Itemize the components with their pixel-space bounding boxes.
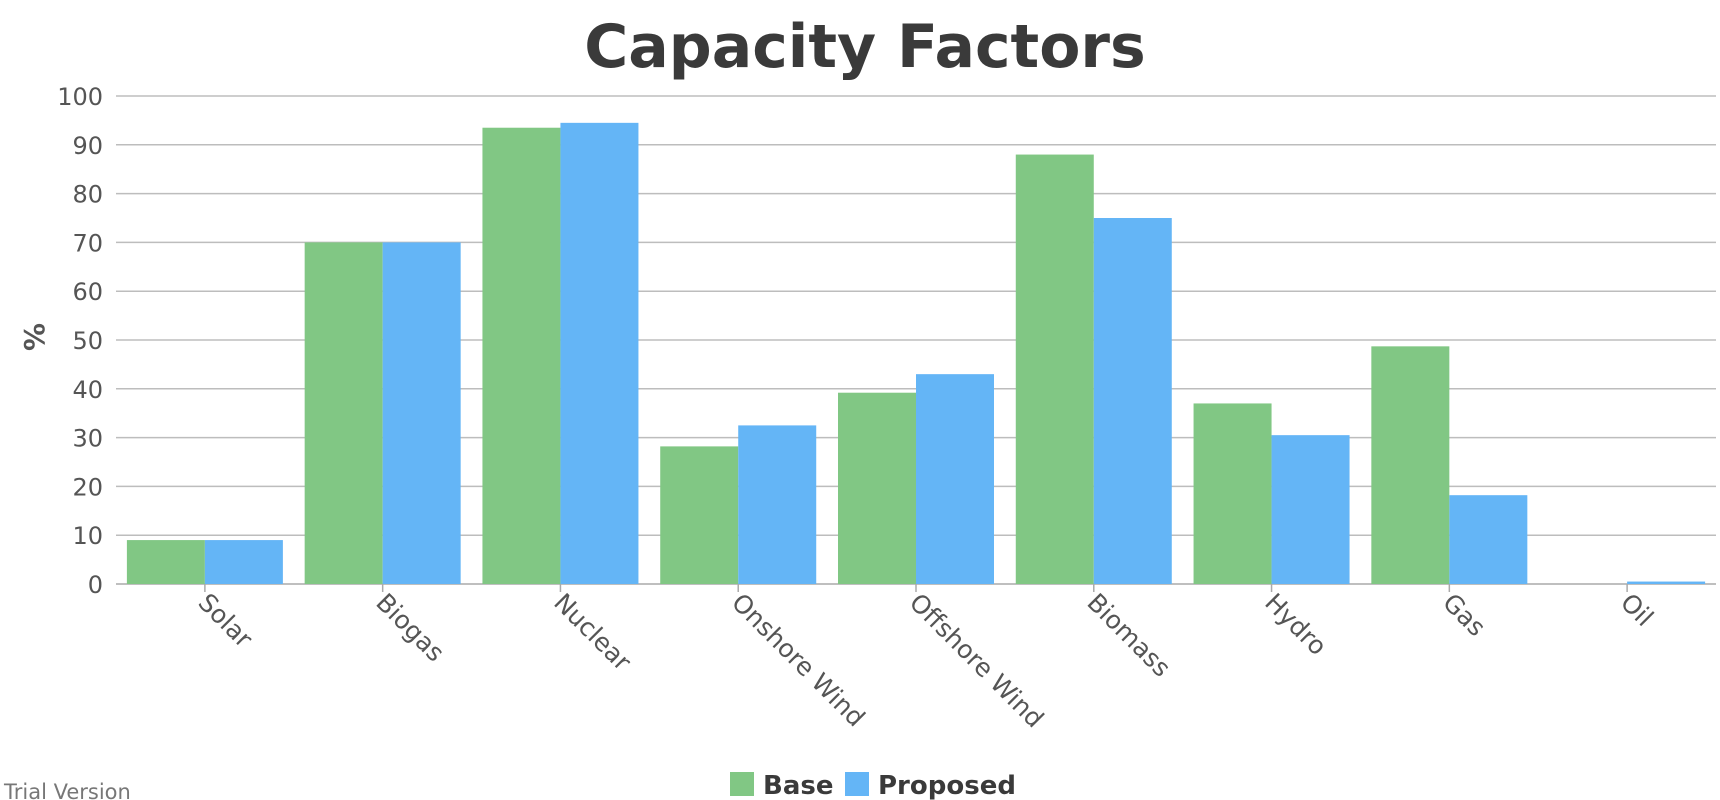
bar-proposed xyxy=(1271,435,1350,584)
y-tick-label: 10 xyxy=(72,522,103,550)
legend-swatch-base xyxy=(730,772,754,796)
x-tick-label: Gas xyxy=(1437,588,1491,642)
bar-proposed xyxy=(738,425,817,584)
y-tick-label: 0 xyxy=(88,571,103,599)
bar-base xyxy=(482,127,561,584)
y-tick-label: 90 xyxy=(72,132,103,160)
bar-base xyxy=(1193,403,1272,584)
y-tick-label: 20 xyxy=(72,473,103,501)
x-axis-ticks: Solar Biogas Nuclear Onshore Wind Offshore W… xyxy=(193,584,1659,733)
bar-base xyxy=(660,446,739,584)
bar-proposed xyxy=(1627,581,1706,584)
y-axis-label: % xyxy=(18,323,51,351)
x-tick-label: Onshore Wind xyxy=(726,588,871,733)
bar-base xyxy=(1371,346,1450,584)
bar-base xyxy=(304,242,383,584)
y-tick-label: 100 xyxy=(57,83,103,111)
trial-version-watermark: Trial Version xyxy=(3,780,131,800)
y-tick-label: 60 xyxy=(72,278,103,306)
legend-label-proposed: Proposed xyxy=(878,771,1016,800)
bar-proposed xyxy=(382,242,461,584)
bar-proposed xyxy=(204,540,283,584)
x-tick-label: Hydro xyxy=(1259,588,1332,661)
bar-proposed xyxy=(1093,218,1172,584)
x-tick-label: Solar xyxy=(193,588,259,654)
y-tick-label: 30 xyxy=(72,425,103,453)
bar-proposed xyxy=(916,374,994,584)
x-tick-label: Oil xyxy=(1615,588,1659,632)
chart-title: Capacity Factors xyxy=(584,12,1146,82)
bars xyxy=(126,122,1706,584)
y-tick-label: 80 xyxy=(72,181,103,209)
bar-proposed xyxy=(560,122,639,584)
legend: Base Proposed xyxy=(730,771,1016,800)
x-tick-label: Biogas xyxy=(370,588,450,668)
x-tick-label: Nuclear xyxy=(548,588,637,677)
bar-proposed xyxy=(1449,495,1528,584)
bar-base xyxy=(126,540,205,584)
bar-base xyxy=(838,392,916,584)
x-tick-label: Biomass xyxy=(1082,588,1177,683)
y-tick-label: 50 xyxy=(72,327,103,355)
y-tick-label: 70 xyxy=(72,229,103,257)
x-tick-label: Offshore Wind xyxy=(904,588,1050,734)
legend-swatch-proposed xyxy=(845,772,869,796)
y-tick-label: 40 xyxy=(72,376,103,404)
bar-base xyxy=(1015,154,1094,584)
legend-label-base: Base xyxy=(763,771,833,800)
y-axis-ticks: 0 10 20 30 40 50 60 70 80 90 100 xyxy=(57,83,103,599)
